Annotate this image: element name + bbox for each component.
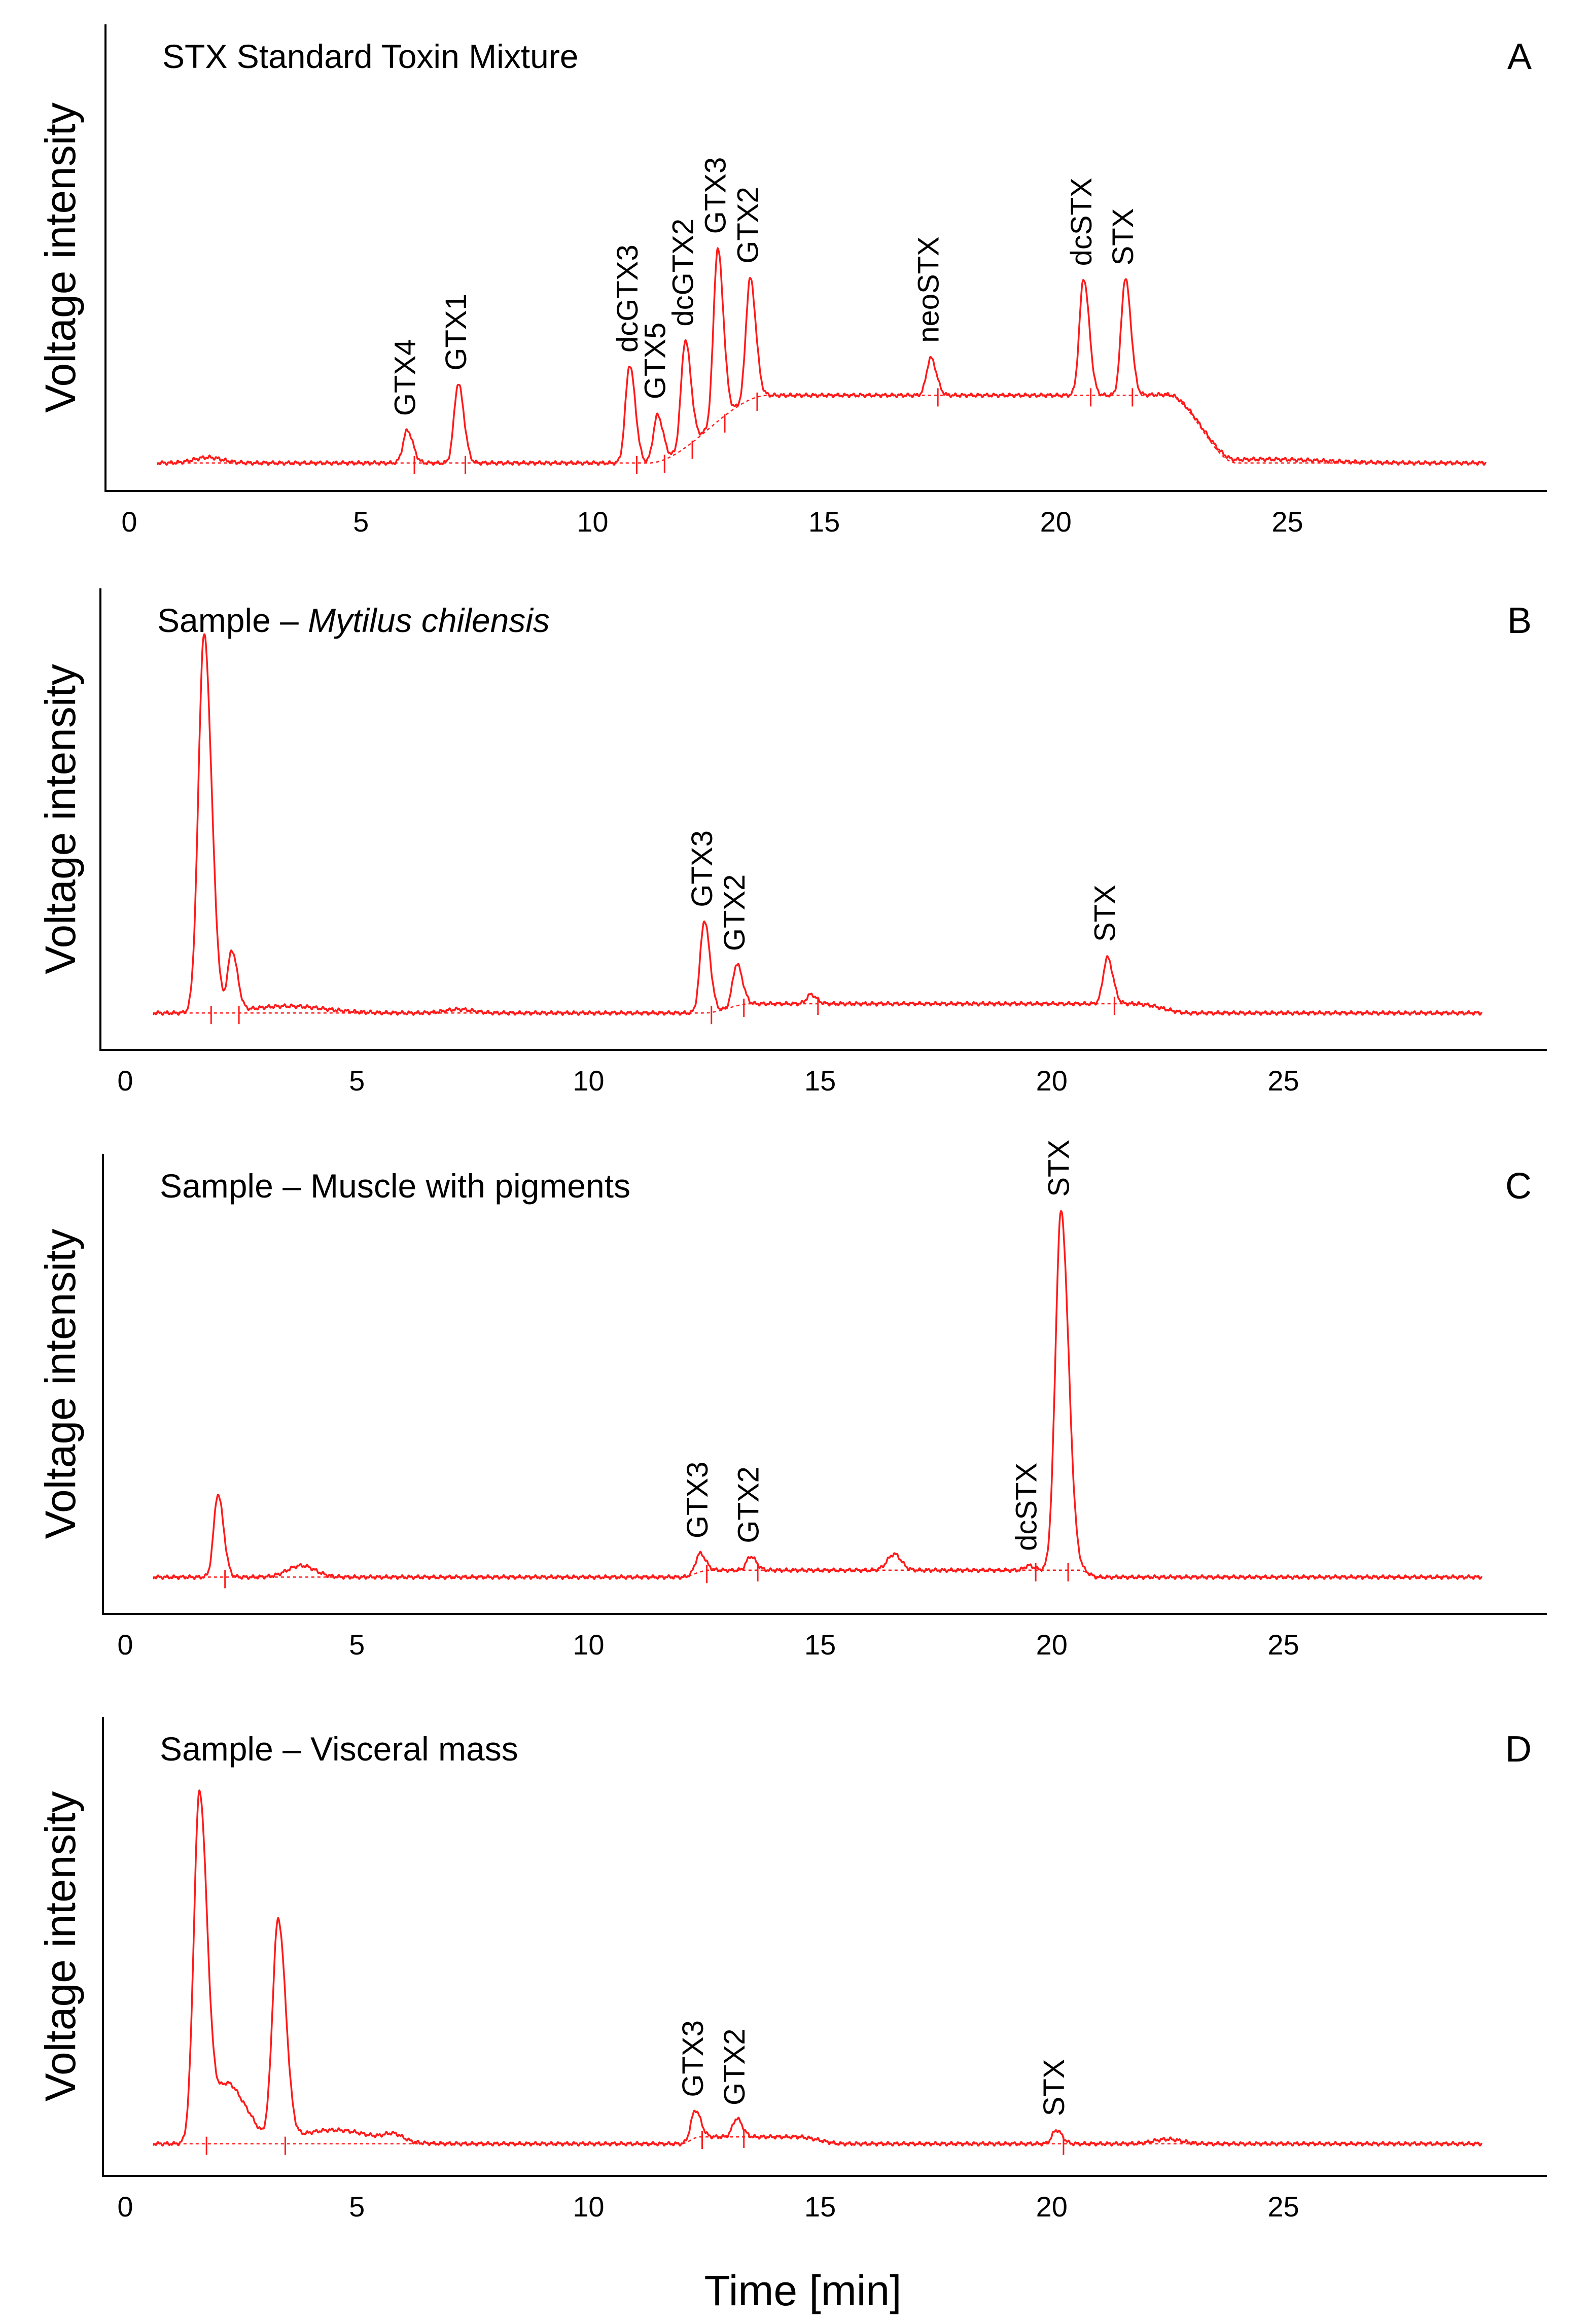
y-axis-label-B: Voltage intensity [37, 664, 84, 974]
x-tick-A-5: 5 [353, 506, 369, 538]
peak-label-A-dcGTX2: dcGTX2 [666, 219, 699, 327]
x-tick-D-20: 20 [1036, 2191, 1068, 2223]
x-tick-C-25: 25 [1267, 1629, 1299, 1661]
x-tick-A-20: 20 [1040, 506, 1072, 538]
chromatogram-trace-C [152, 1210, 1483, 1580]
peak-label-A-GTX4: GTX4 [388, 339, 421, 416]
axis-A [104, 24, 1547, 492]
x-tick-D-0: 0 [117, 2191, 133, 2223]
panel-letter-B: B [1507, 601, 1532, 641]
x-tick-D-25: 25 [1267, 2191, 1299, 2223]
chromatogram-trace-D [152, 1789, 1483, 2147]
x-tick-B-10: 10 [573, 1065, 604, 1097]
panel-letter-D: D [1505, 1729, 1532, 1770]
peak-label-A-GTX3: GTX3 [699, 157, 732, 234]
baseline-A [157, 395, 1484, 464]
x-tick-B-5: 5 [349, 1065, 365, 1097]
peak-label-A-GTX2: GTX2 [731, 187, 764, 264]
x-tick-C-10: 10 [573, 1629, 604, 1661]
x-tick-C-20: 20 [1036, 1629, 1068, 1661]
peak-label-D-STX: STX [1038, 2059, 1071, 2116]
x-tick-D-15: 15 [804, 2191, 836, 2223]
x-tick-B-0: 0 [117, 1065, 133, 1097]
axis-B [99, 588, 1547, 1051]
x-tick-A-10: 10 [577, 506, 608, 538]
peak-label-D-GTX2: GTX2 [718, 2028, 751, 2105]
peak-label-B-GTX2: GTX2 [718, 874, 751, 952]
peak-label-C-dcSTX: dcSTX [1010, 1463, 1043, 1551]
y-axis-label-C: Voltage intensity [37, 1229, 84, 1539]
y-axis-label-A: Voltage intensity [37, 102, 84, 413]
axis-D [102, 1717, 1547, 2177]
x-tick-B-20: 20 [1036, 1065, 1068, 1097]
chromatogram-trace-B [152, 633, 1483, 1016]
panel-title-B: Sample – Mytilus chilensis [157, 602, 550, 639]
x-tick-B-15: 15 [804, 1065, 836, 1097]
peak-label-A-dcGTX3: dcGTX3 [611, 244, 644, 353]
panel-A: STX Standard Toxin Mixture A Voltage inten… [37, 24, 1547, 538]
x-tick-D-10: 10 [573, 2191, 604, 2223]
panel-letter-C: C [1505, 1166, 1532, 1207]
chromatogram-trace-A [156, 247, 1487, 466]
panel-letter-A: A [1507, 37, 1532, 77]
peak-label-B-GTX3: GTX3 [686, 830, 719, 907]
x-tick-C-0: 0 [117, 1629, 133, 1661]
peak-label-C-STX: STX [1042, 1140, 1075, 1197]
peak-label-A-STX: STX [1107, 208, 1140, 266]
peak-label-B-STX: STX [1089, 885, 1122, 942]
peak-label-C-GTX2: GTX2 [732, 1466, 765, 1543]
peak-label-A-neoSTX: neoSTX [912, 236, 945, 343]
x-tick-A-0: 0 [121, 506, 137, 538]
panel-title-A: STX Standard Toxin Mixture [162, 38, 579, 75]
x-tick-C-15: 15 [804, 1629, 836, 1661]
axis-C [102, 1154, 1547, 1615]
x-axis-label: Time [min] [704, 2267, 902, 2314]
panel-B: Sample – Mytilus chilensis B Voltage inten… [37, 588, 1547, 1097]
x-tick-C-5: 5 [349, 1629, 365, 1661]
peak-label-A-GTX1: GTX1 [440, 294, 473, 371]
x-tick-A-25: 25 [1271, 506, 1303, 538]
panel-title-D: Sample – Visceral mass [160, 1730, 518, 1768]
y-axis-label-D: Voltage intensity [37, 1791, 84, 2102]
x-tick-D-5: 5 [349, 2191, 365, 2223]
panel-C: Sample – Muscle with pigments C Voltage in… [37, 1140, 1547, 1661]
peak-label-A-dcSTX: dcSTX [1065, 178, 1098, 266]
panel-title-C: Sample – Muscle with pigments [160, 1167, 630, 1205]
peak-label-C-GTX3: GTX3 [681, 1462, 714, 1539]
peak-label-D-GTX3: GTX3 [677, 2020, 710, 2097]
x-tick-B-25: 25 [1267, 1065, 1299, 1097]
peak-label-A-GTX5: GTX5 [639, 323, 672, 400]
x-tick-A-15: 15 [808, 506, 840, 538]
panel-D: Sample – Visceral mass D Voltage intensity… [37, 1717, 1547, 2223]
